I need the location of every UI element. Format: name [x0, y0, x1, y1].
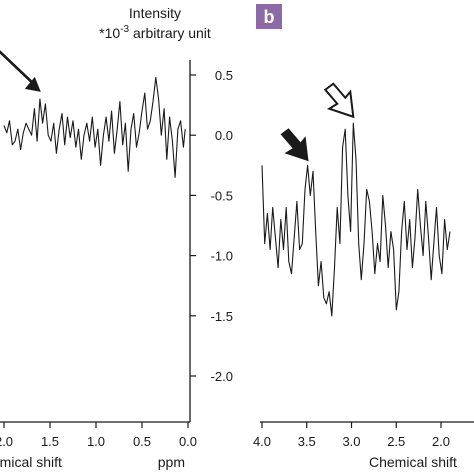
panel-a-annotations — [0, 50, 41, 92]
x-tick-label-b: 3.0 — [342, 434, 360, 449]
x-tick-label-b: 3.5 — [298, 434, 316, 449]
y-axis-unit: *10-3 arbitrary unit — [99, 24, 211, 41]
arrow-filled-b — [280, 128, 309, 162]
panel-a-series — [3, 76, 186, 178]
arrow-shaft-a — [0, 50, 37, 87]
x-tick-label-a: 1.0 — [87, 434, 105, 449]
x-tick-label-b: 2.5 — [387, 434, 405, 449]
y-axis-title: Intensity — [129, 5, 181, 21]
x-tick-label-a: 1.5 — [41, 434, 59, 449]
y-tick-label-a: 0.0 — [215, 128, 233, 143]
panel-b-label-box — [256, 4, 282, 29]
arrow-open-b — [323, 82, 355, 119]
y-tick-label-a: -1.5 — [211, 309, 233, 324]
x-tick-label-b: 2.0 — [432, 434, 450, 449]
y-tick-label-a: -1.0 — [211, 249, 233, 264]
spectrum-line-b — [261, 122, 451, 317]
panel-a-axes — [0, 60, 191, 423]
y-tick-label-a: -2.0 — [211, 369, 233, 384]
y-tick-label-a: 0.5 — [215, 68, 233, 83]
panel-b-label: b — [264, 7, 275, 27]
panel-b-annotations — [280, 82, 355, 162]
x-axis-label-b: Chemical shift — [369, 454, 457, 470]
arrow-head-a — [24, 76, 41, 92]
x-axis-unit-a: ppm — [158, 454, 185, 470]
panel-b-series — [261, 122, 451, 317]
spectrum-line-a — [3, 76, 186, 178]
x-axis-label-a: Chemical shift — [0, 454, 62, 470]
x-tick-label-a: 0.0 — [179, 434, 197, 449]
x-tick-label-b: 4.0 — [253, 434, 271, 449]
x-tick-label-a: 0.5 — [133, 434, 151, 449]
panel-b-ticks: 4.0 3.5 3.0 2.5 2.0 — [253, 422, 450, 449]
x-tick-label-a: 2.0 — [0, 434, 13, 449]
y-tick-label-a: -0.5 — [211, 188, 233, 203]
panel-a-ticks: 0.5 0.0 -0.5 -1.0 -1.5 -2.0 2.0 1.5 1.0 0.5 0.0 — [0, 68, 233, 449]
